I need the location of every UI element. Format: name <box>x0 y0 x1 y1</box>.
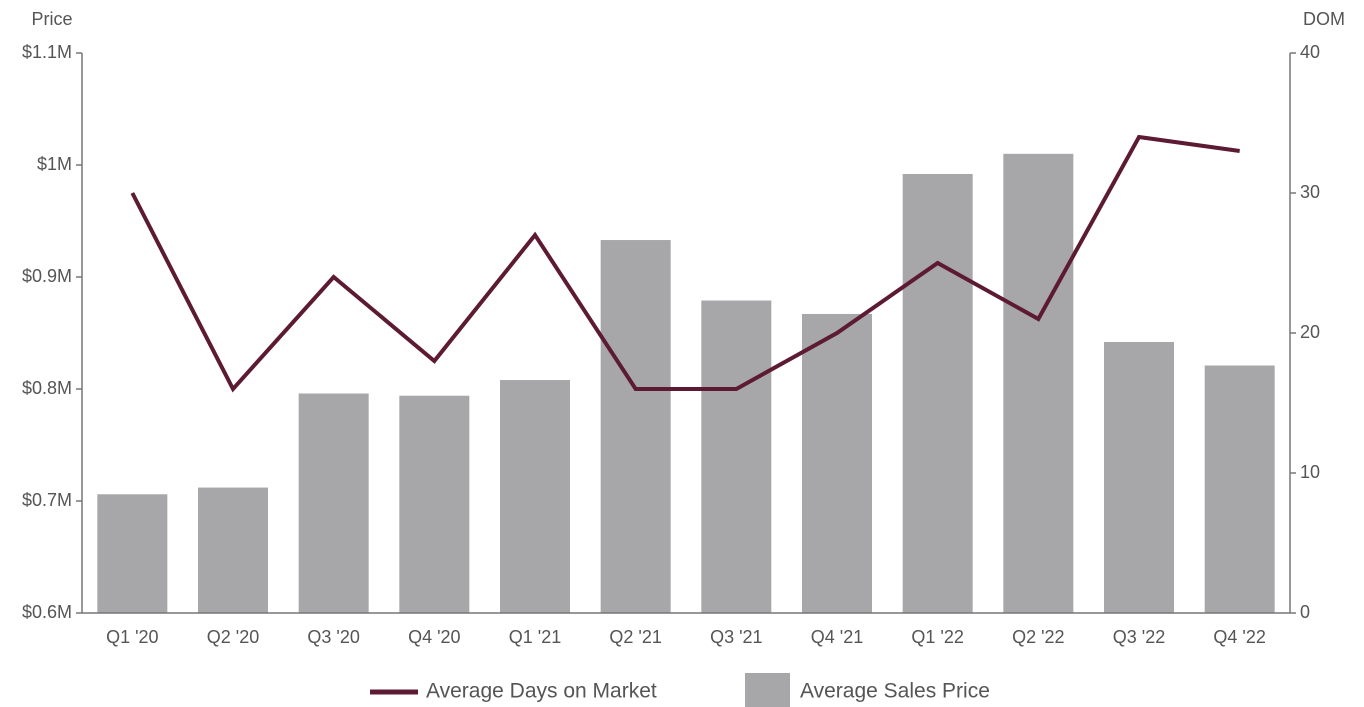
bar <box>600 240 671 614</box>
y2-tick-label: 30 <box>1300 182 1320 202</box>
bar <box>198 487 268 613</box>
legend-swatch <box>745 673 790 707</box>
x-tick-label: Q2 '21 <box>609 627 661 647</box>
bar <box>298 393 369 613</box>
x-tick-label: Q2 '22 <box>1012 627 1064 647</box>
x-tick-label: Q3 '20 <box>307 627 359 647</box>
y2-tick-label: 40 <box>1300 42 1320 62</box>
x-tick-label: Q1 '21 <box>509 627 561 647</box>
bar <box>1104 341 1174 613</box>
y-tick-label: $0.6M <box>22 602 72 622</box>
x-tick-label: Q3 '22 <box>1113 627 1165 647</box>
y-tick-label: $0.8M <box>22 378 72 398</box>
y-tick-label: $1M <box>37 154 72 174</box>
x-tick-label: Q4 '21 <box>811 627 863 647</box>
legend-label: Average Sales Price <box>800 680 990 703</box>
y-tick-label: $1.1M <box>22 42 72 62</box>
bar <box>399 395 470 613</box>
bar <box>902 173 973 613</box>
line <box>130 134 1240 393</box>
x-tick-label: Q4 '22 <box>1213 627 1265 647</box>
x-tick-label: Q1 '22 <box>911 627 963 647</box>
y2-tick-label: 0 <box>1300 602 1310 622</box>
bar <box>500 380 570 613</box>
y-tick-label: $0.9M <box>22 266 72 286</box>
y2-axis-title: DOM <box>1303 9 1345 29</box>
y-axis-title: Price <box>31 9 72 29</box>
y2-tick-label: 20 <box>1300 322 1320 342</box>
x-tick-label: Q2 '20 <box>207 627 259 647</box>
bar <box>1204 365 1275 613</box>
bar <box>701 300 772 613</box>
x-tick-label: Q3 '21 <box>710 627 762 647</box>
legend-label: Average Days on Market <box>426 680 657 703</box>
x-tick-label: Q4 '20 <box>408 627 460 647</box>
x-tick-label: Q1 '20 <box>106 627 158 647</box>
bar <box>97 494 168 613</box>
bar <box>802 313 872 613</box>
y-tick-label: $0.7M <box>22 490 72 510</box>
y2-tick-label: 10 <box>1300 462 1320 482</box>
bar <box>1003 153 1074 614</box>
